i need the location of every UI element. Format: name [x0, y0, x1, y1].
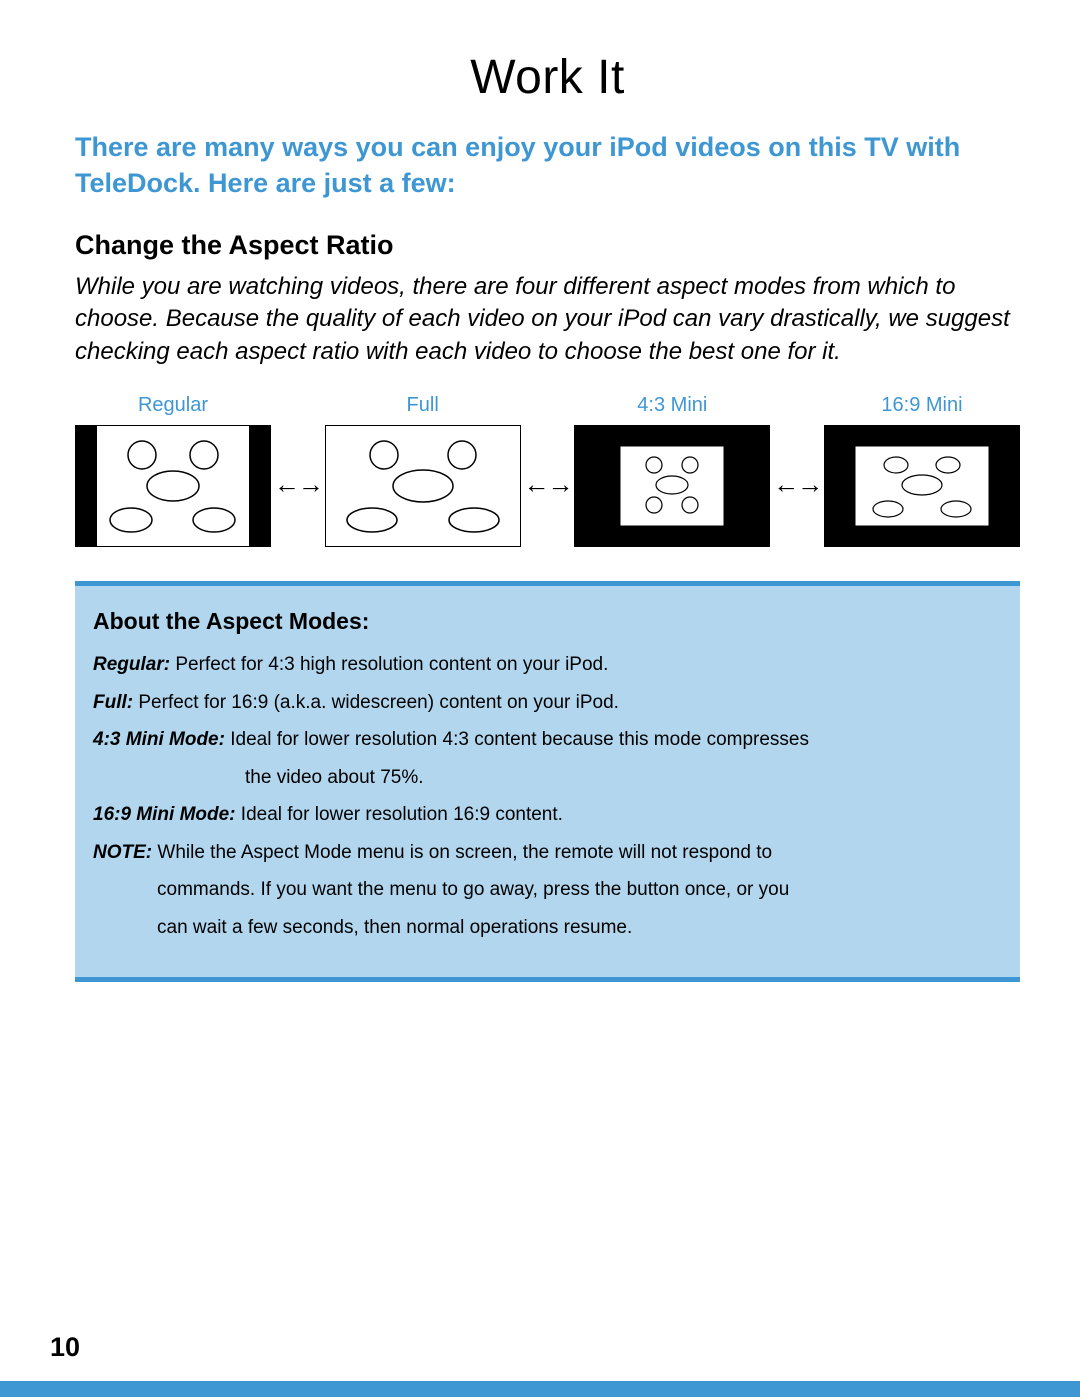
diagram-full: Full — [325, 394, 521, 547]
diagram-43mini: 4:3 Mini — [574, 394, 770, 547]
info-note-line2: commands. If you want the menu to go awa… — [157, 876, 1002, 904]
diagram-label-regular: Regular — [138, 394, 208, 417]
diagram-label-full: Full — [407, 394, 439, 417]
footer-bar — [0, 1381, 1080, 1397]
tv-43mini-icon — [574, 425, 770, 547]
diagram-label-169mini: 16:9 Mini — [881, 394, 962, 417]
info-line-43mini-cont: the video about 75%. — [245, 764, 1002, 792]
diagram-regular: Regular — [75, 394, 271, 547]
tv-regular-icon — [75, 425, 271, 547]
arrow-icon: ←→ — [771, 469, 823, 500]
diagram-label-43mini: 4:3 Mini — [637, 394, 707, 417]
info-note-line1: NOTE: While the Aspect Mode menu is on s… — [93, 839, 1002, 867]
section-heading: Change the Aspect Ratio — [75, 230, 1020, 261]
info-line-169mini: 16:9 Mini Mode: Ideal for lower resoluti… — [93, 801, 1002, 829]
info-line-full: Full: Perfect for 16:9 (a.k.a. widescree… — [93, 689, 1002, 717]
page-number: 10 — [50, 1332, 80, 1363]
page-title: Work It — [75, 50, 1020, 105]
arrow-icon: ←→ — [521, 469, 573, 500]
info-line-43mini: 4:3 Mini Mode: Ideal for lower resolutio… — [93, 726, 1002, 754]
info-note-line3: can wait a few seconds, then normal oper… — [157, 914, 1002, 942]
arrow-icon: ←→ — [272, 469, 324, 500]
aspect-diagram-row: Regular ←→ Full ←→ — [75, 394, 1020, 547]
diagram-169mini: 16:9 Mini — [824, 394, 1020, 547]
tv-full-icon — [325, 425, 521, 547]
tv-169mini-icon — [824, 425, 1020, 547]
info-box: About the Aspect Modes: Regular: Perfect… — [75, 581, 1020, 982]
info-box-heading: About the Aspect Modes: — [93, 608, 1002, 635]
section-body: While you are watching videos, there are… — [75, 271, 1020, 368]
info-line-regular: Regular: Perfect for 4:3 high resolution… — [93, 651, 1002, 679]
intro-text: There are many ways you can enjoy your i… — [75, 129, 1020, 202]
